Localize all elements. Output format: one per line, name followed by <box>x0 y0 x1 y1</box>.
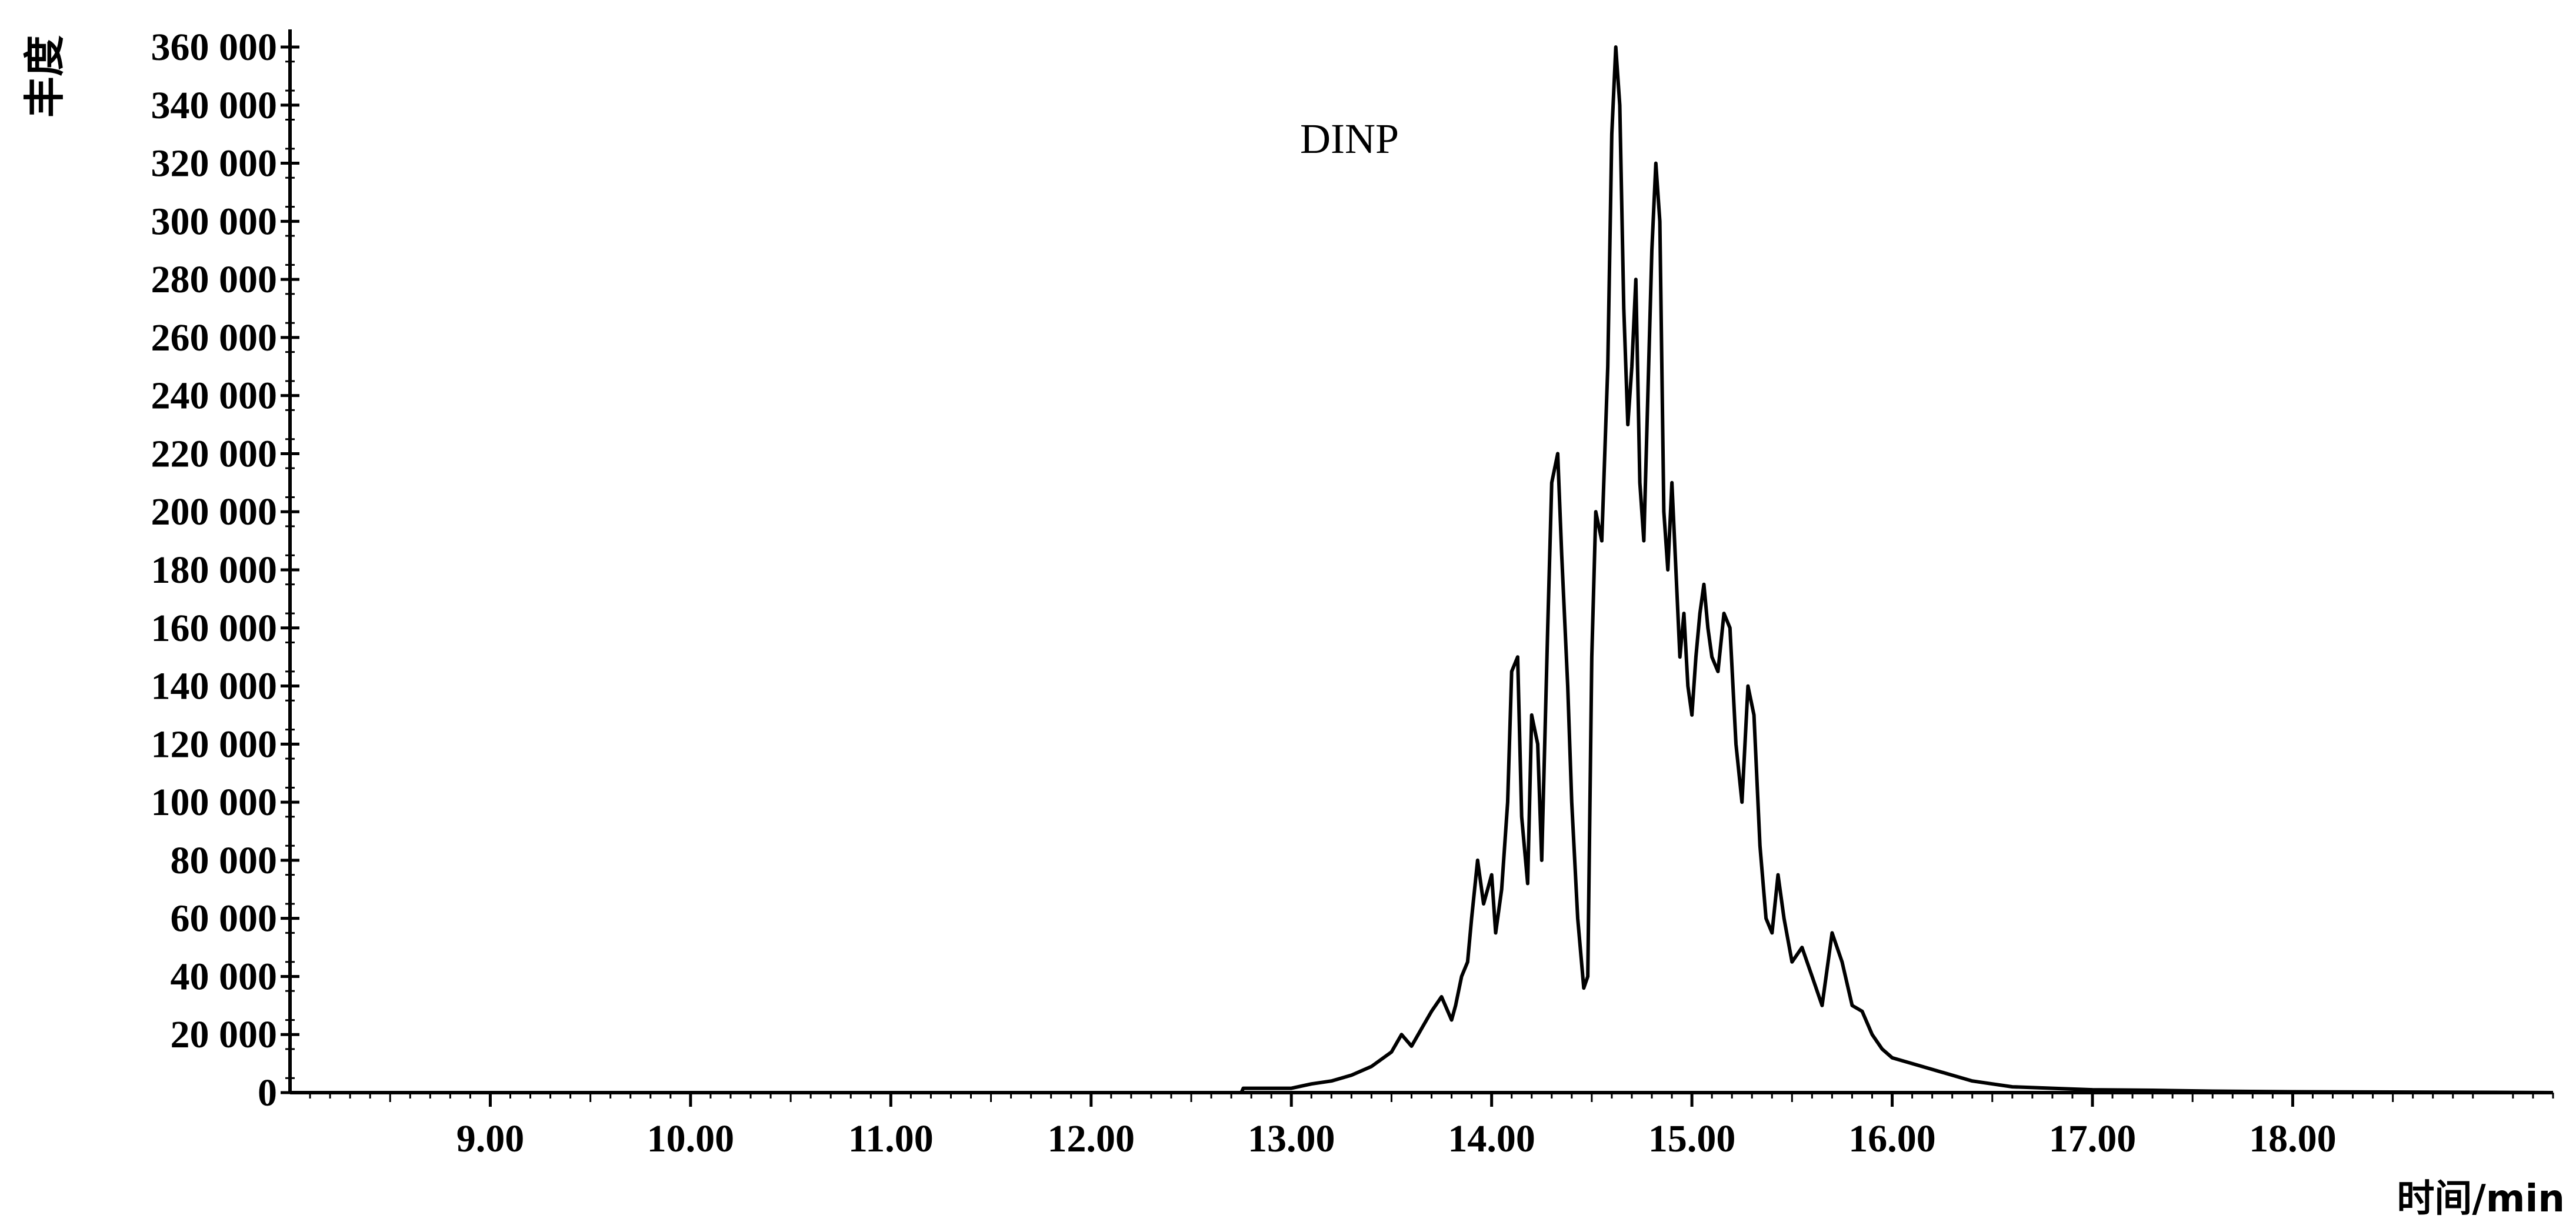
y-tick-label: 160 000 <box>151 607 278 650</box>
x-tick-label: 16.00 <box>1848 1117 1936 1160</box>
y-tick-label: 360 000 <box>151 26 278 69</box>
y-tick-label: 300 000 <box>151 200 278 243</box>
y-tick-label: 80 000 <box>171 839 278 882</box>
y-tick-label: 120 000 <box>151 723 278 766</box>
y-tick-label: 280 000 <box>151 258 278 301</box>
x-tick-label: 15.00 <box>1648 1117 1736 1160</box>
x-tick-label: 11.00 <box>848 1117 934 1160</box>
y-tick-label: 200 000 <box>151 490 278 533</box>
y-tick-label: 320 000 <box>151 142 278 185</box>
peak-annotation: DINP <box>1300 115 1399 162</box>
x-axis-ticks: 9.00 10.00 11.00 12.00 13.00 14.00 15.00 16.00 1… <box>310 1093 2553 1160</box>
x-tick-label: 10.00 <box>647 1117 735 1160</box>
y-tick-label: 40 000 <box>171 955 278 998</box>
y-tick-label: 180 000 <box>151 549 278 592</box>
y-tick-label: 340 000 <box>151 84 278 127</box>
y-axis-label: 丰度 <box>21 35 69 118</box>
y-tick-label: 20 000 <box>171 1013 278 1056</box>
y-tick-label: 220 000 <box>151 432 278 475</box>
x-tick-label: 12.00 <box>1048 1117 1135 1160</box>
x-axis-label: 时间/min <box>2397 1177 2565 1221</box>
y-tick-label: 240 000 <box>151 375 278 418</box>
x-tick-label: 9.00 <box>456 1117 525 1160</box>
y-tick-label: 60 000 <box>171 897 278 940</box>
x-tick-label: 14.00 <box>1448 1117 1535 1160</box>
y-tick-label: 140 000 <box>151 665 278 708</box>
x-tick-label: 18.00 <box>2249 1117 2337 1160</box>
y-axis-ticks: 0 20 000 40 000 60 000 80 000 100 000 120 000 1… <box>151 26 300 1114</box>
y-tick-label: 100 000 <box>151 781 278 824</box>
y-tick-label: 260 000 <box>151 316 278 359</box>
x-tick-label: 17.00 <box>2049 1117 2137 1160</box>
x-tick-label: 13.00 <box>1248 1117 1335 1160</box>
y-tick-label: 0 <box>258 1071 277 1114</box>
chromatogram-trace <box>290 47 2553 1093</box>
